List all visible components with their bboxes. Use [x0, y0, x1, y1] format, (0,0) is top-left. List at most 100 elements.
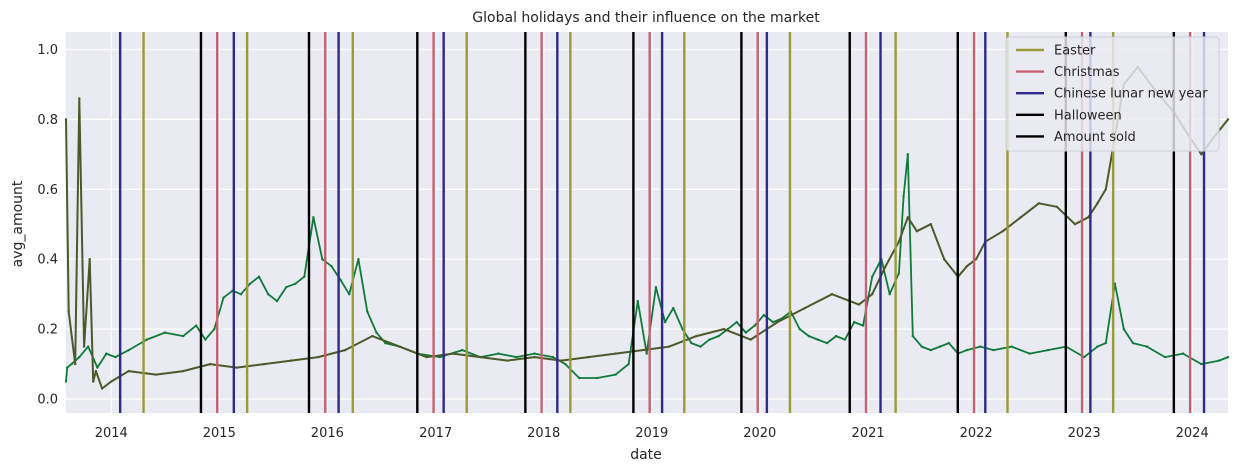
trend-series-point — [371, 334, 374, 338]
trend-series-point — [897, 240, 901, 243]
amount-sold-series-point — [663, 320, 667, 324]
legend-label: Chinese lunar new year — [1054, 87, 1208, 102]
y-axis-label: avg_amount — [10, 180, 26, 267]
amount-sold-series-point — [461, 348, 464, 352]
amount-sold-series-point — [222, 296, 225, 299]
amount-sold-series-point — [564, 362, 567, 366]
amount-sold-series-point — [204, 338, 207, 341]
amount-sold-series-point — [871, 275, 874, 278]
amount-sold-series-point — [825, 341, 829, 345]
amount-sold-series-point — [78, 355, 81, 359]
trend-series-point — [317, 355, 320, 359]
amount-sold-series-point — [339, 279, 342, 282]
trend-series-point — [1096, 202, 1099, 205]
x-tick-label: 2022 — [960, 426, 993, 441]
trend-series-point — [425, 355, 428, 359]
amount-sold-series-point — [497, 352, 500, 355]
amount-sold-series-point — [96, 366, 99, 369]
amount-sold-series-point — [438, 355, 441, 359]
amount-sold-series-point — [807, 334, 811, 338]
trend-series-point — [943, 258, 946, 261]
amount-sold-series-point — [285, 286, 288, 289]
trend-series-point — [343, 348, 347, 352]
amount-sold-series-point — [239, 293, 243, 296]
amount-sold-series-point — [257, 275, 261, 278]
amount-sold-series-point — [182, 334, 185, 338]
legend-label: Christmas — [1054, 65, 1120, 80]
amount-sold-series-point — [690, 341, 693, 345]
x-tick-label: 2015 — [203, 426, 236, 441]
trend-series-point — [695, 334, 698, 338]
amount-sold-series-point — [1083, 355, 1086, 359]
y-axis-ticks: 0.0 0.2 0.4 0.6 0.8 1.0 — [37, 43, 58, 408]
trend-series-point — [262, 362, 266, 366]
trend-series-point — [974, 258, 978, 261]
x-tick-label: 2023 — [1068, 426, 1101, 441]
amount-sold-series-point — [897, 272, 901, 275]
x-tick-label: 2021 — [852, 426, 885, 441]
y-tick-label: 0.2 — [37, 323, 58, 338]
x-tick-label: 2020 — [743, 426, 776, 441]
trend-series-point — [614, 352, 617, 355]
amount-sold-series-point — [330, 265, 333, 268]
trend-series-point — [64, 118, 68, 121]
amount-sold-series-point — [798, 327, 801, 331]
amount-sold-series-point — [762, 313, 766, 317]
amount-sold-series-point — [66, 366, 69, 369]
amount-sold-series-point — [357, 258, 360, 261]
y-tick-label: 0.0 — [37, 393, 58, 408]
amount-sold-series-point — [735, 320, 738, 324]
trend-series-point — [208, 362, 212, 366]
trend-series-point — [965, 265, 969, 268]
amount-sold-series-point — [578, 376, 581, 380]
trend-series-point — [235, 366, 238, 369]
amount-sold-series-point — [163, 331, 167, 334]
amount-sold-series-point — [938, 345, 942, 348]
amount-sold-series-point — [114, 355, 117, 359]
amount-sold-series-point — [375, 331, 378, 334]
trend-series-point — [1001, 230, 1004, 233]
amount-sold-series-point — [1104, 341, 1108, 345]
y-tick-label: 0.6 — [37, 183, 58, 198]
amount-sold-series-point — [920, 345, 923, 348]
trend-series-point — [154, 373, 158, 376]
amount-sold-series-point — [614, 373, 617, 376]
trend-series-point — [929, 223, 932, 226]
amount-sold-series-point — [105, 352, 108, 355]
trend-series-point — [451, 352, 455, 355]
trend-series-point — [110, 380, 113, 383]
amount-sold-series-point — [992, 348, 995, 352]
amount-sold-series-point — [861, 324, 865, 327]
amount-sold-series-point — [753, 324, 756, 327]
legend-label: Easter — [1054, 44, 1096, 59]
amount-sold-series-point — [771, 320, 775, 324]
trend-series-point — [92, 380, 95, 383]
trend-series-point — [82, 345, 86, 348]
amount-sold-series-point — [947, 341, 951, 345]
x-tick-label: 2018 — [527, 426, 560, 441]
amount-sold-series-point — [321, 258, 324, 261]
amount-sold-series-point — [312, 216, 315, 219]
amount-sold-series-point — [853, 320, 856, 324]
amount-sold-series-point — [145, 338, 148, 341]
y-tick-label: 0.8 — [37, 113, 58, 128]
amount-sold-series-point — [596, 376, 599, 380]
amount-sold-series-point — [1028, 352, 1031, 355]
trend-series-point — [398, 345, 401, 348]
x-axis-label: date — [630, 447, 662, 463]
amount-sold-series-point — [888, 293, 891, 296]
amount-sold-series-point — [515, 355, 518, 359]
chart-title: Global holidays and their influence on t… — [472, 10, 820, 26]
trend-series-point — [560, 359, 563, 362]
amount-sold-series-point — [979, 345, 982, 348]
amount-sold-series-point — [1181, 352, 1185, 355]
amount-sold-series-point — [636, 299, 639, 303]
trend-series-point — [74, 362, 77, 366]
amount-sold-series-point — [699, 345, 702, 348]
amount-sold-series-point — [1226, 355, 1230, 359]
amount-sold-series-point — [708, 338, 711, 341]
amount-sold-series-point — [384, 341, 387, 345]
amount-sold-series-point — [1122, 327, 1126, 331]
amount-sold-series-point — [248, 282, 252, 285]
